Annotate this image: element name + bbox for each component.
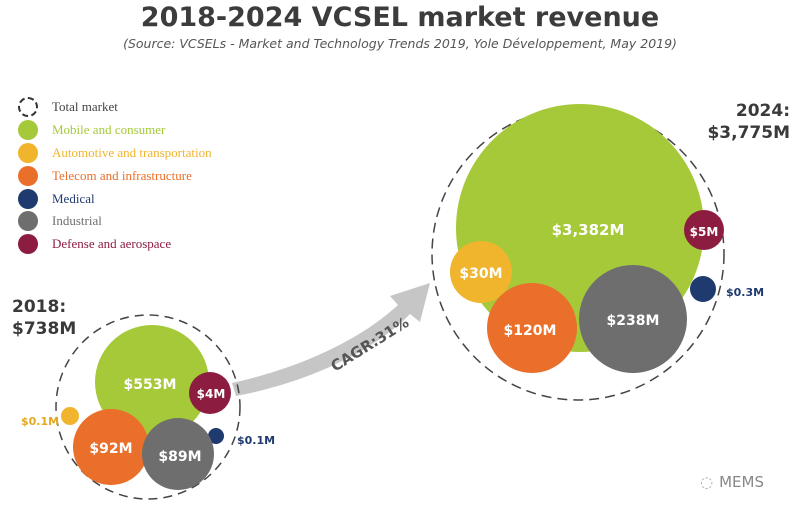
bubble-industrial-2024: [579, 265, 687, 373]
legend-label: Total market: [52, 99, 118, 115]
yellow-circle-icon: [18, 142, 38, 163]
legend-item-mobile: Mobile and consumer: [18, 119, 212, 142]
value-telecom-2024: $120M: [504, 323, 557, 339]
year-2024: 2024:: [735, 101, 790, 121]
legend: Total market Mobile and consumer Automot…: [18, 96, 212, 256]
bubble-industrial-2018: [142, 418, 214, 490]
cagr-label: CAGR:31%: [328, 313, 412, 375]
legend-item-telecom: Telecom and infrastructure: [18, 164, 212, 187]
growth-arrow: [232, 283, 430, 396]
value-medical-2024: $0.3M: [726, 286, 764, 299]
bubble-defense-2018: [189, 372, 231, 414]
navy-circle-icon: [18, 188, 38, 209]
legend-item-automotive: Automotive and transportation: [18, 142, 212, 165]
value-industrial-2018: $89M: [158, 449, 201, 465]
watermark: ◌ MEMS: [700, 473, 764, 491]
year-2018-label: 2018: $738M: [12, 296, 76, 340]
bubble-defense-2024: [684, 210, 724, 250]
legend-label: Mobile and consumer: [52, 122, 166, 138]
chart-title: 2018-2024 VCSEL market revenue: [140, 2, 660, 33]
total-market-2018: [55, 314, 241, 500]
bubble-medical-2018: [208, 428, 224, 444]
value-defense-2024: $5M: [690, 225, 719, 239]
watermark-text: MEMS: [719, 473, 764, 491]
wechat-icon: ◌: [700, 473, 714, 491]
value-defense-2018: $4M: [197, 387, 226, 401]
legend-label: Medical: [52, 190, 95, 206]
value-mobile-2024: $3,382M: [552, 221, 625, 239]
maroon-circle-icon: [18, 234, 38, 255]
total-2024: $3,775M: [707, 123, 790, 143]
gray-circle-icon: [18, 211, 38, 232]
year-2018: 2018:: [12, 297, 67, 317]
value-automotive-2018: $0.1M: [21, 415, 59, 428]
orange-circle-icon: [18, 165, 38, 186]
legend-item-medical: Medical: [18, 187, 212, 210]
value-telecom-2018: $92M: [89, 441, 132, 457]
legend-item-total: Total market: [18, 96, 212, 119]
total-market-2024: [431, 107, 725, 401]
legend-label: Telecom and infrastructure: [52, 167, 192, 183]
legend-item-defense: Defense and aerospace: [18, 233, 212, 256]
legend-label: Industrial: [52, 213, 102, 229]
chart-subtitle: (Source: VCSELs - Market and Technology …: [123, 36, 677, 51]
bubble-automotive-2024: [450, 241, 512, 303]
legend-item-industrial: Industrial: [18, 210, 212, 233]
value-automotive-2024: $30M: [459, 266, 502, 282]
dashed-circle-icon: [18, 97, 38, 118]
value-medical-2018: $0.1M: [237, 434, 275, 447]
total-2018: $738M: [12, 319, 77, 339]
legend-label: Automotive and transportation: [52, 144, 212, 160]
bubble-automotive-2018: [61, 407, 79, 425]
value-mobile-2018: $553M: [124, 377, 177, 393]
bubble-mobile-2018: [95, 325, 209, 439]
bubble-medical-2024: [690, 276, 716, 302]
year-2024-label: 2024: $3,775M: [700, 100, 790, 144]
legend-label: Defense and aerospace: [52, 236, 172, 252]
green-circle-icon: [18, 120, 38, 141]
bubble-telecom-2018: [73, 409, 149, 485]
value-industrial-2024: $238M: [607, 313, 660, 329]
bubble-telecom-2024: [487, 283, 577, 373]
